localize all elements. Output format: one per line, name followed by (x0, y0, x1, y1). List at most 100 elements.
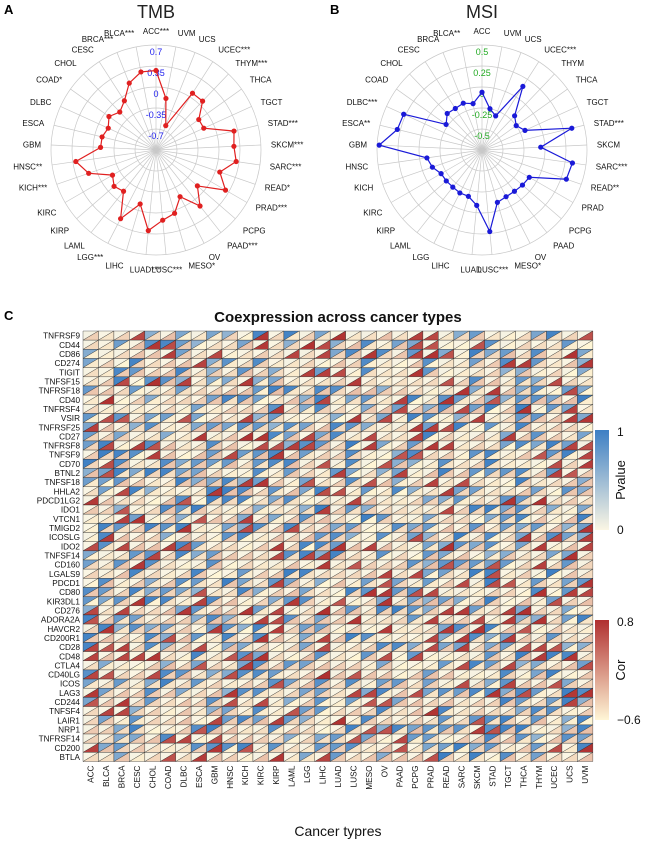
radar-category-label: READ** (591, 184, 619, 193)
radar-category-label: ACC (474, 27, 491, 36)
radar-data-point (457, 190, 463, 196)
radar-data-point (538, 144, 544, 150)
heatmap-row-label: NRP1 (58, 726, 80, 735)
radar-category-label: SKCM*** (271, 141, 303, 150)
heatmap-row-label: CD244 (55, 698, 81, 707)
radar-category-label: READ* (265, 184, 290, 193)
radar-category-label: TGCT (261, 98, 283, 107)
radar-data-point (231, 128, 237, 134)
radar-spoke (481, 149, 586, 166)
heatmap-row-label: PDCD1LG2 (37, 497, 81, 506)
heatmap-column-label: LUAD (334, 765, 343, 787)
radar-spoke (396, 88, 483, 151)
radar-category-label: ESCA (22, 119, 44, 128)
radar-spoke (481, 73, 555, 151)
heatmap-row-label: TNFRSF4 (43, 405, 80, 414)
radar-category-label: LUAD*** (130, 266, 161, 275)
radar-category-label: PRAD (582, 204, 604, 213)
radar-data-point (376, 142, 382, 148)
heatmap-row-label: LAIR1 (57, 716, 80, 725)
heatmap-row-label: CD160 (55, 561, 81, 570)
cor-legend-min-label: −0.6 (617, 713, 641, 727)
radar-spoke (452, 149, 483, 251)
heatmap-row-label: CTLA4 (55, 661, 81, 670)
radar-category-label: UVM (178, 29, 196, 38)
radar-data-point (487, 228, 493, 235)
radar-spoke (433, 149, 483, 244)
heatmap-row-label: TNFRSF18 (39, 387, 81, 396)
radar-spoke (126, 149, 157, 251)
heatmap-row-label: KIR3DL1 (47, 597, 81, 606)
radar-spoke (155, 149, 256, 185)
radar-data-point (137, 201, 143, 207)
radar-data-point (503, 194, 509, 200)
radar-category-label: UCEC*** (218, 45, 250, 54)
cor-legend-title: Cor (613, 659, 628, 681)
radar-data-point (231, 143, 237, 149)
radar-tick-label: 0.5 (476, 47, 489, 57)
radar-title: TMB (137, 2, 175, 22)
radar-data-point (512, 113, 518, 119)
heatmap-row-label: IDO2 (61, 542, 81, 551)
radar-category-label: DLBC (30, 98, 52, 107)
radar-data-point (470, 101, 476, 107)
heatmap-column-label: UVM (581, 765, 590, 783)
heatmap-cor-cell (576, 752, 594, 762)
heatmap-column-label: BRCA (118, 765, 127, 788)
pvalue-legend-max-label: 1 (617, 425, 624, 439)
radar-spoke (145, 149, 157, 255)
radar-data-point (460, 100, 466, 106)
radar-category-label: UCS (525, 35, 542, 44)
radar-data-point (199, 98, 206, 104)
radar-spoke (155, 124, 259, 151)
radar-category-label: GBM (23, 141, 42, 150)
radar-data-point (121, 98, 127, 104)
heatmap-column-label: UCS (566, 765, 575, 783)
heatmap-row-label: TNFRSF25 (39, 423, 81, 432)
radar-category-label: LUAD (460, 266, 482, 275)
radar-category-label: LGG*** (77, 253, 103, 262)
radar-category-label: CHOL (54, 59, 77, 68)
radar-data-point (177, 194, 183, 200)
heatmap-row-label: TMIGD2 (49, 524, 80, 533)
radar-category-label: THYM*** (235, 59, 267, 68)
heatmap-row-label: ICOS (60, 680, 81, 689)
radar-spoke (461, 46, 483, 151)
heatmap-row-label: CD44 (59, 341, 80, 350)
radar-data-point (487, 106, 493, 112)
heatmap-row-label: CD40 (59, 396, 80, 405)
radar-data-point (201, 125, 207, 131)
radar-category-label: ACC*** (143, 27, 169, 36)
radar-data-point (126, 80, 132, 86)
radar-data-point (138, 69, 144, 75)
radar-category-label: MESO* (514, 261, 541, 270)
radar-data-point (189, 90, 196, 96)
radar-data-point (196, 116, 202, 123)
heatmap-column-label: KICH (241, 765, 250, 785)
radar-category-label: STAD*** (594, 119, 624, 128)
radar-spoke (76, 149, 157, 220)
heatmap-row-label: LAG3 (59, 689, 80, 698)
heatmap-row-label: TNFRSF8 (43, 442, 80, 451)
heatmap-column-label: KIRP (272, 765, 281, 785)
heatmap-row-label: CD276 (55, 606, 81, 615)
radar-spoke (481, 88, 568, 151)
heatmap-column-label: PCPG (411, 766, 420, 789)
radar-data-point (153, 67, 159, 74)
radar-data-point (171, 210, 178, 216)
radar-category-label: THYM (561, 59, 584, 68)
radar-data-point (401, 111, 407, 117)
radar-spoke (155, 144, 261, 151)
radar-category-label: TGCT (587, 98, 609, 107)
heatmap-column-label: SARC (458, 765, 467, 788)
radar-spoke (107, 149, 157, 244)
radar-category-label: GBM (349, 141, 368, 150)
radar-category-label: MESO* (188, 261, 215, 270)
heatmap-column-label: KIRC (257, 765, 266, 785)
cor-legend-max-label: 0.8 (617, 615, 634, 629)
heatmap-row-label: LGALS9 (49, 570, 80, 579)
radar-category-label: UCEC*** (544, 45, 576, 54)
heatmap-row-label: CD80 (59, 588, 80, 597)
pvalue-legend-title: Pvalue (613, 460, 628, 500)
heatmap-row-label: ICOSLG (49, 533, 80, 542)
